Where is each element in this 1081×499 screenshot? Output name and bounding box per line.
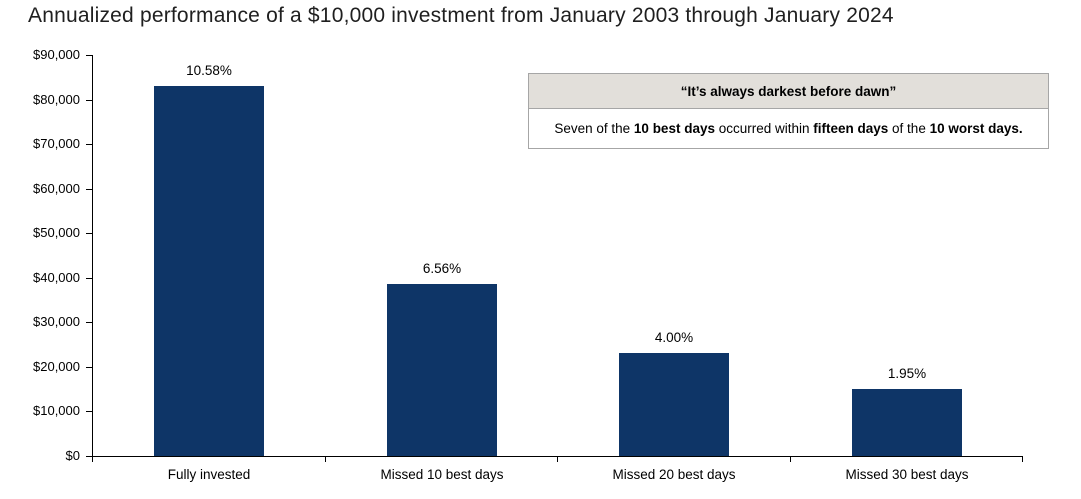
callout-box: “It’s always darkest before dawn” Seven …	[528, 73, 1049, 149]
y-axis-tick-label: $50,000	[33, 225, 80, 240]
bar	[619, 353, 729, 456]
y-axis-tick-label: $30,000	[33, 314, 80, 329]
y-axis-tick	[86, 367, 92, 368]
y-axis-tick-label: $70,000	[33, 136, 80, 151]
x-axis-category-label: Fully invested	[167, 467, 251, 482]
y-axis-tick	[86, 55, 92, 56]
callout-text-segment: Seven of the	[554, 121, 634, 136]
x-axis-tick	[1022, 456, 1023, 462]
y-axis-tick-label: $80,000	[33, 92, 80, 107]
bar	[852, 389, 962, 456]
bar	[154, 86, 264, 456]
y-axis-tick	[86, 189, 92, 190]
callout-rich-text: Seven of the 10 best days occurred withi…	[554, 121, 1022, 136]
callout-text-segment: occurred within	[714, 121, 814, 136]
bar-value-label: 6.56%	[422, 261, 462, 276]
bar-value-label: 4.00%	[654, 330, 694, 345]
y-axis-tick	[86, 456, 92, 457]
y-axis-tick-label: $0	[65, 448, 80, 463]
y-axis-tick-label: $10,000	[33, 403, 80, 418]
callout-text-segment: of the	[888, 121, 930, 136]
x-axis-category-label: Missed 20 best days	[612, 467, 736, 482]
y-axis-tick	[86, 411, 92, 412]
bar	[387, 284, 497, 456]
y-axis-tick	[86, 278, 92, 279]
callout-bold-segment: fifteen days	[813, 121, 889, 136]
x-axis-tick	[92, 456, 93, 462]
bar-value-label: 1.95%	[887, 366, 927, 381]
y-axis-tick-label: $90,000	[33, 47, 80, 62]
x-axis-category-label: Missed 30 best days	[845, 467, 969, 482]
callout-body-text: Seven of the 10 best days occurred withi…	[529, 109, 1048, 148]
chart-title: Annualized performance of a $10,000 inve…	[28, 4, 894, 27]
y-axis-tick-label: $60,000	[33, 181, 80, 196]
y-axis-tick-label: $40,000	[33, 270, 80, 285]
y-axis-tick	[86, 233, 92, 234]
callout-bold-segment: 10 best days	[633, 121, 715, 136]
x-axis-tick	[557, 456, 558, 462]
y-axis-tick	[86, 144, 92, 145]
callout-header: “It’s always darkest before dawn”	[529, 74, 1048, 109]
y-axis-tick-label: $20,000	[33, 359, 80, 374]
callout-bold-segment: 10 worst days.	[929, 121, 1023, 136]
y-axis-line	[92, 55, 93, 457]
x-axis-tick	[325, 456, 326, 462]
x-axis-category-label: Missed 10 best days	[380, 467, 504, 482]
y-axis-tick	[86, 322, 92, 323]
y-axis-tick	[86, 100, 92, 101]
x-axis-tick	[790, 456, 791, 462]
bar-value-label: 10.58%	[186, 63, 232, 78]
